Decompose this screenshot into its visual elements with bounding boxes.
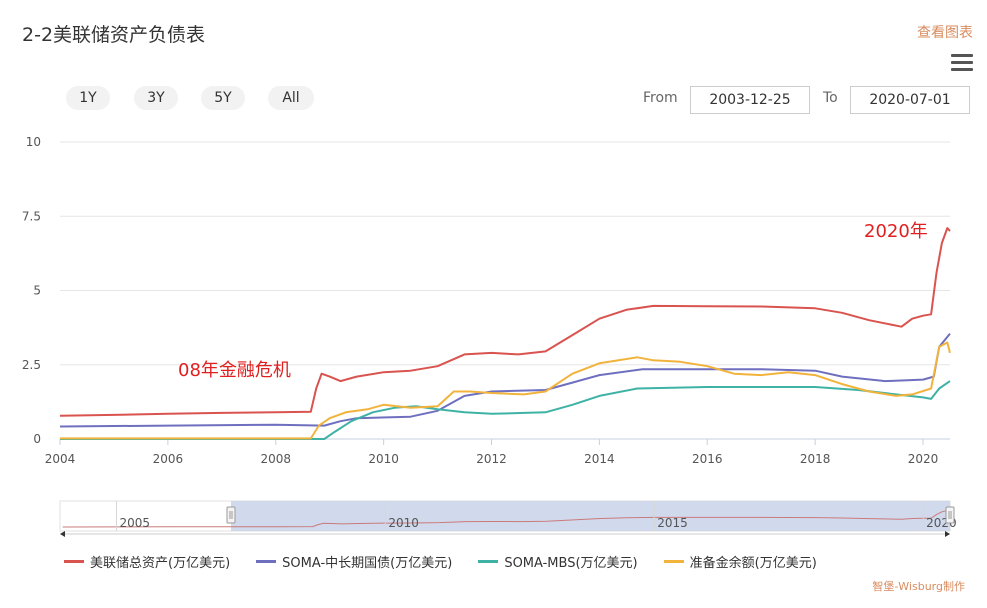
scroll-left-arrow-icon[interactable] (60, 531, 65, 537)
navigator-selection[interactable] (231, 501, 950, 531)
x-tick-label: 2010 (368, 452, 399, 466)
view-chart-link[interactable]: 查看图表 (917, 25, 973, 41)
y-tick-label: 7.5 (22, 209, 41, 223)
legend: 美联储总资产(万亿美元) SOMA-中长期国债(万亿美元) SOMA-MBS(万… (64, 552, 817, 571)
series-line-1[interactable] (59, 332, 951, 428)
navigator-series (62, 509, 951, 528)
x-tick-label: 2008 (260, 452, 291, 466)
hamburger-menu-icon[interactable] (951, 54, 973, 72)
legend-swatch (663, 560, 684, 563)
chart-title: 2-2美联储资产负债表 (22, 24, 206, 46)
legend-label: SOMA-中长期国债(万亿美元) (282, 556, 453, 571)
navigator[interactable]: 2005 2010 2015 2020 (59, 500, 957, 537)
series-line-2[interactable] (60, 380, 951, 440)
navigator-tick-label: 2015 (657, 516, 688, 530)
range-button-3y[interactable]: 3Y (134, 86, 178, 110)
annotation-2008-crisis: 08年金融危机 (178, 360, 291, 381)
legend-label: 美联储总资产(万亿美元) (90, 556, 231, 571)
from-date-input[interactable]: 2003-12-25 (690, 86, 810, 114)
legend-swatch (64, 560, 84, 563)
credit-label: 智堡-Wisburg制作 (872, 580, 965, 593)
from-label: From (643, 90, 678, 106)
y-tick-label: 0 (33, 432, 41, 446)
navigator-right-handle[interactable] (945, 506, 955, 524)
y-tick-label: 5 (33, 284, 41, 298)
legend-swatch (478, 560, 499, 563)
navigator-tick-label: 2010 (388, 516, 419, 530)
x-tick-label: 2016 (692, 452, 723, 466)
y-tick-label: 2.5 (22, 358, 41, 372)
y-tick-label: 10 (26, 135, 41, 149)
to-date-input[interactable]: 2020-07-01 (850, 86, 970, 114)
x-tick-label: 2004 (45, 452, 76, 466)
x-tick-label: 2006 (153, 452, 184, 466)
range-button-5y[interactable]: 5Y (201, 86, 245, 110)
legend-item-soma-treasuries[interactable]: SOMA-中长期国债(万亿美元) (256, 552, 452, 571)
legend-item-total-assets[interactable]: 美联储总资产(万亿美元) (64, 552, 230, 571)
legend-label: SOMA-MBS(万亿美元) (504, 556, 638, 571)
legend-item-reserves[interactable]: 准备金余额(万亿美元) (663, 552, 817, 571)
x-tick-label: 2018 (800, 452, 831, 466)
legend-swatch (256, 560, 277, 563)
range-button-all[interactable]: All (268, 86, 314, 110)
legend-item-soma-mbs[interactable]: SOMA-MBS(万亿美元) (478, 552, 638, 571)
to-label: To (823, 90, 838, 106)
x-tick-label: 2014 (584, 452, 615, 466)
series-line-3[interactable] (60, 341, 951, 440)
annotation-2020: 2020年 (864, 221, 928, 242)
x-tick-label: 2020 (908, 452, 939, 466)
navigator-tick-label: 2005 (119, 516, 150, 530)
legend-label: 准备金余额(万亿美元) (689, 556, 817, 571)
x-tick-label: 2012 (476, 452, 507, 466)
navigator-left-handle[interactable] (226, 506, 236, 524)
range-button-1y[interactable]: 1Y (66, 86, 110, 110)
series-line-0[interactable] (59, 227, 951, 417)
scroll-right-arrow-icon[interactable] (945, 531, 950, 537)
